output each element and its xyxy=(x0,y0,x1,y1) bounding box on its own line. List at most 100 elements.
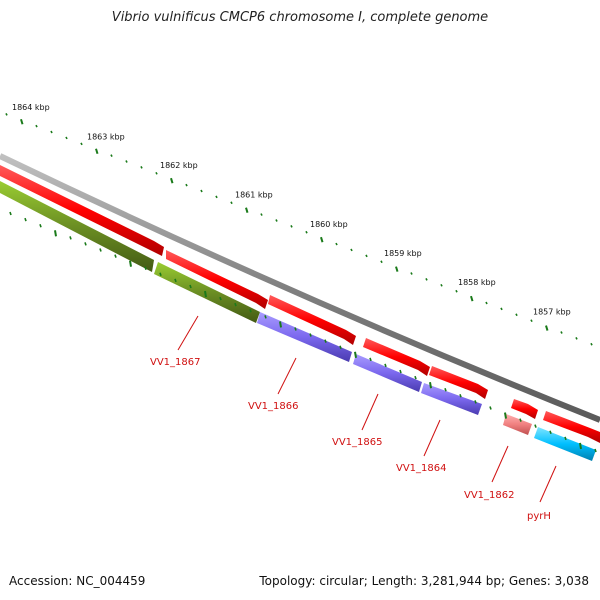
lower-minor-tick xyxy=(159,272,162,277)
lower-minor-tick xyxy=(114,254,117,258)
minor-tick xyxy=(425,278,428,281)
major-tick xyxy=(20,118,24,125)
lower-major-tick xyxy=(129,260,132,267)
scale-label: 1860 kbp xyxy=(310,220,348,229)
leader-vv1-1867 xyxy=(177,315,199,351)
minor-tick xyxy=(140,166,143,169)
cds-feature-vv1-1862-forward xyxy=(511,399,538,419)
cds-feature-pyrh-forward xyxy=(543,411,600,443)
minor-tick xyxy=(350,248,353,252)
leader-vv1-1864 xyxy=(423,419,441,457)
major-tick xyxy=(395,266,399,272)
major-tick xyxy=(170,177,174,184)
gene-label: VV1_1867 xyxy=(150,357,201,368)
track-feature-vv1-1862 xyxy=(503,414,532,435)
gene-label: VV1_1865 xyxy=(332,437,383,448)
major-tick xyxy=(95,148,99,155)
lower-minor-tick xyxy=(369,357,372,362)
gene-leader-lines xyxy=(177,315,557,503)
lower-minor-tick xyxy=(489,406,492,410)
leader-vv1-1865 xyxy=(361,393,379,431)
lower-minor-tick xyxy=(99,248,102,252)
gene-label: VV1_1866 xyxy=(248,401,299,412)
track-feature-vv1-1865 xyxy=(353,354,422,392)
lower-minor-tick xyxy=(534,424,537,428)
track-feature-pyrh xyxy=(534,427,596,461)
minor-tick xyxy=(410,272,413,275)
scale-label: 1857 kbp xyxy=(533,308,571,317)
cds-feature-vv1-1864-forward xyxy=(363,338,430,376)
scale-label: 1862 kbp xyxy=(160,161,198,170)
minor-tick xyxy=(515,313,518,317)
lower-major-tick xyxy=(504,412,507,419)
lower-major-tick xyxy=(279,321,282,328)
lower-minor-tick xyxy=(189,284,192,289)
minor-tick xyxy=(575,337,578,340)
scale-label: 1864 kbp xyxy=(12,103,50,112)
cds-feature-vv1-1863-forward xyxy=(429,366,488,399)
scale-labels: 1864 kbp 1863 kbp 1862 kbp 1861 kbp 1860 kbp… xyxy=(12,103,571,317)
lower-minor-tick xyxy=(309,333,312,337)
major-tick xyxy=(470,295,474,302)
minor-tick xyxy=(155,171,158,175)
gene-labels: VV1_1867 VV1_1866 VV1_1865 VV1_1864 VV1_… xyxy=(150,357,551,522)
minor-tick xyxy=(110,154,113,157)
scale-label: 1859 kbp xyxy=(384,249,422,258)
lower-major-tick xyxy=(354,351,357,358)
lower-minor-tick xyxy=(564,436,567,441)
lower-minor-tick xyxy=(459,394,462,398)
minor-tick xyxy=(455,289,458,293)
lower-minor-tick xyxy=(174,278,177,283)
track-feature-vv1-1864 xyxy=(421,383,482,415)
map-title: Vibrio vulnificus CMCP6 chromosome I, co… xyxy=(111,10,489,25)
colored-track xyxy=(0,181,596,461)
leader-vv1-1862 xyxy=(491,445,509,483)
cds-feature-vv1-1867-forward xyxy=(0,165,164,256)
minor-tick xyxy=(260,213,263,216)
minor-tick xyxy=(185,183,188,187)
minor-tick xyxy=(5,113,8,116)
minor-tick xyxy=(290,225,293,228)
genome-backbone xyxy=(0,153,600,423)
minor-tick xyxy=(590,342,593,346)
lower-minor-tick xyxy=(399,369,402,374)
lower-minor-tick xyxy=(294,327,297,331)
scale-ticks xyxy=(5,113,593,346)
forward-strand-cds xyxy=(0,165,600,443)
minor-tick xyxy=(335,242,338,246)
lower-minor-tick xyxy=(144,266,147,270)
minor-tick xyxy=(440,283,443,287)
minor-tick xyxy=(560,331,563,334)
lower-minor-tick xyxy=(594,448,597,453)
lower-minor-tick xyxy=(339,345,342,349)
gene-label: VV1_1864 xyxy=(396,463,447,474)
lower-minor-tick xyxy=(9,211,12,216)
major-tick xyxy=(245,207,249,213)
cds-feature-vv1-1865-forward xyxy=(268,295,356,345)
minor-tick xyxy=(305,230,308,234)
minor-tick xyxy=(485,301,488,305)
accession-text: Accession: NC_004459 xyxy=(9,574,146,588)
minor-tick xyxy=(365,254,368,258)
lower-minor-tick xyxy=(69,236,72,240)
lower-major-tick xyxy=(429,381,432,389)
minor-tick xyxy=(215,195,218,199)
lower-minor-tick xyxy=(39,223,42,228)
lower-major-tick xyxy=(54,230,57,237)
lower-minor-tick xyxy=(414,375,417,380)
minor-tick xyxy=(50,130,53,134)
major-tick xyxy=(320,236,324,243)
leader-vv1-1866 xyxy=(277,357,297,395)
lower-minor-tick xyxy=(24,217,27,222)
lower-minor-tick xyxy=(444,387,447,392)
minor-tick xyxy=(80,142,83,146)
track-feature-vv1-1867b xyxy=(154,262,260,323)
cds-feature-vv1-1866-forward xyxy=(166,250,268,309)
track-feature-vv1-1867 xyxy=(0,181,154,272)
minor-tick xyxy=(65,136,68,140)
minor-tick xyxy=(230,201,233,205)
gene-label: pyrH xyxy=(527,511,551,522)
minor-tick xyxy=(500,307,503,311)
lower-minor-tick xyxy=(219,296,222,301)
